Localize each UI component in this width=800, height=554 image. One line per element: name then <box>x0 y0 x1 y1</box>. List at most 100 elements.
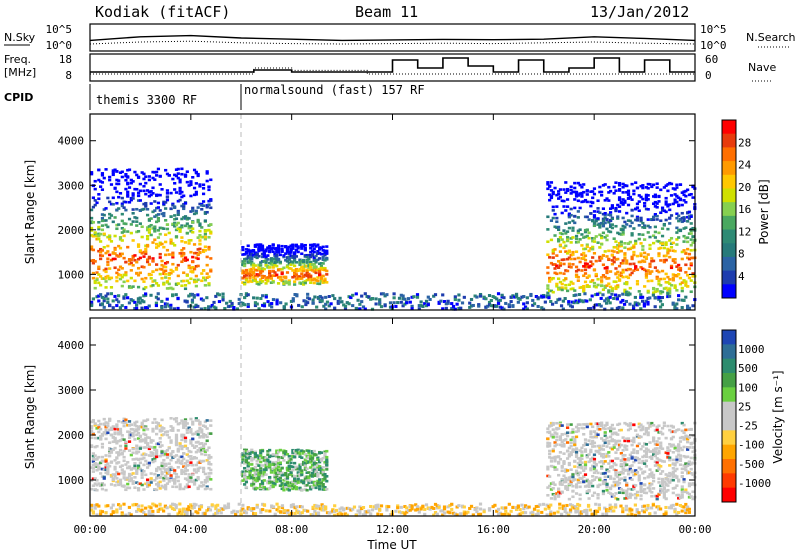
power-cell <box>378 298 382 302</box>
velocity-cell <box>165 482 170 485</box>
velocity-cell <box>164 468 168 471</box>
velocity-cell <box>549 464 554 468</box>
power-cell <box>621 216 625 220</box>
power-cell <box>205 263 209 267</box>
power-cell <box>117 268 121 272</box>
power-cell <box>126 190 130 194</box>
velocity-cell <box>192 480 197 484</box>
power-cell <box>95 295 99 299</box>
velocity-cell <box>289 461 293 465</box>
power-cell <box>133 259 137 262</box>
power-cell <box>598 291 602 295</box>
power-cell <box>307 274 311 277</box>
velocity-cell <box>253 452 257 455</box>
velocity-cell <box>282 454 286 458</box>
velocity-cell <box>310 485 315 489</box>
velocity-cell <box>209 471 213 475</box>
power-cell <box>183 215 188 218</box>
power-cell <box>303 254 307 257</box>
power-cell <box>248 257 252 260</box>
power-cell <box>594 219 598 223</box>
power-cell <box>301 260 306 263</box>
velocity-cell <box>634 458 638 462</box>
velocity-cell <box>316 472 320 476</box>
power-cell <box>639 254 643 258</box>
power-cell <box>323 266 327 270</box>
velocity-cell <box>565 478 570 482</box>
power-cell <box>598 223 602 227</box>
velocity-cell <box>187 449 191 453</box>
power-cell <box>248 249 252 253</box>
velocity-cell <box>244 478 249 481</box>
power-cell <box>173 188 177 191</box>
power-cell <box>478 292 483 296</box>
power-cell <box>212 305 216 309</box>
velocity-cell <box>655 469 659 472</box>
velocity-cell <box>607 442 611 445</box>
velocity-cell <box>117 439 121 443</box>
velocity-cell <box>253 455 257 459</box>
velocity-cell <box>176 475 180 479</box>
velocity-cell <box>253 487 257 491</box>
power-cell <box>614 208 618 212</box>
power-cell <box>104 207 108 210</box>
velocity-cell <box>268 460 272 464</box>
power-cell <box>260 260 265 263</box>
velocity-cell <box>587 485 591 489</box>
power-cell <box>156 217 161 220</box>
velocity-cell <box>592 471 597 475</box>
velocity-cell <box>644 459 649 463</box>
power-cell <box>155 174 159 177</box>
power-cell <box>221 295 225 299</box>
power-cell <box>319 246 324 250</box>
velocity-cell <box>646 475 650 478</box>
velocity-cell <box>135 468 139 472</box>
velocity-cell <box>657 431 661 434</box>
power-cell <box>120 267 124 270</box>
velocity-cell <box>158 440 162 444</box>
velocity-cell <box>255 476 259 480</box>
power-cell <box>149 293 153 297</box>
power-cell <box>623 226 627 229</box>
power-cell <box>183 299 187 303</box>
power-cell <box>185 232 189 235</box>
power-cell <box>658 305 663 309</box>
power-cell <box>246 280 250 284</box>
power-cell <box>126 176 130 179</box>
power-cell <box>273 271 277 274</box>
velocity-cell <box>280 456 284 459</box>
velocity-cell <box>165 433 170 437</box>
power-cell <box>689 262 693 265</box>
velocity-cell <box>644 452 649 456</box>
power-cell <box>585 285 589 288</box>
velocity-cell <box>565 423 570 426</box>
power-cell <box>591 196 595 200</box>
power-cell <box>682 199 686 202</box>
velocity-cell <box>109 461 114 464</box>
power-cell <box>129 276 133 280</box>
power-cell <box>484 297 488 301</box>
power-cell <box>599 296 603 300</box>
velocity-cell <box>257 471 261 475</box>
velocity-cell <box>623 439 627 443</box>
power-cell <box>642 302 646 306</box>
power-cell <box>196 172 200 176</box>
velocity-cell <box>160 433 164 437</box>
power-cell <box>625 190 629 194</box>
velocity-cell <box>113 465 117 469</box>
power-cell <box>587 249 591 253</box>
freq-label: Freq. <box>4 53 31 66</box>
velocity-cell <box>160 484 164 488</box>
power-cell <box>582 236 586 239</box>
velocity-cell <box>259 451 263 455</box>
power-cell <box>165 195 170 199</box>
velocity-cell <box>646 433 650 437</box>
velocity-cell <box>97 436 101 440</box>
power-cell <box>169 191 173 195</box>
velocity-cell <box>153 472 157 476</box>
velocity-cell <box>303 458 307 462</box>
power-cell <box>589 190 593 193</box>
power-cell <box>243 253 247 256</box>
velocity-cell <box>546 437 550 441</box>
power-cell <box>580 285 584 289</box>
